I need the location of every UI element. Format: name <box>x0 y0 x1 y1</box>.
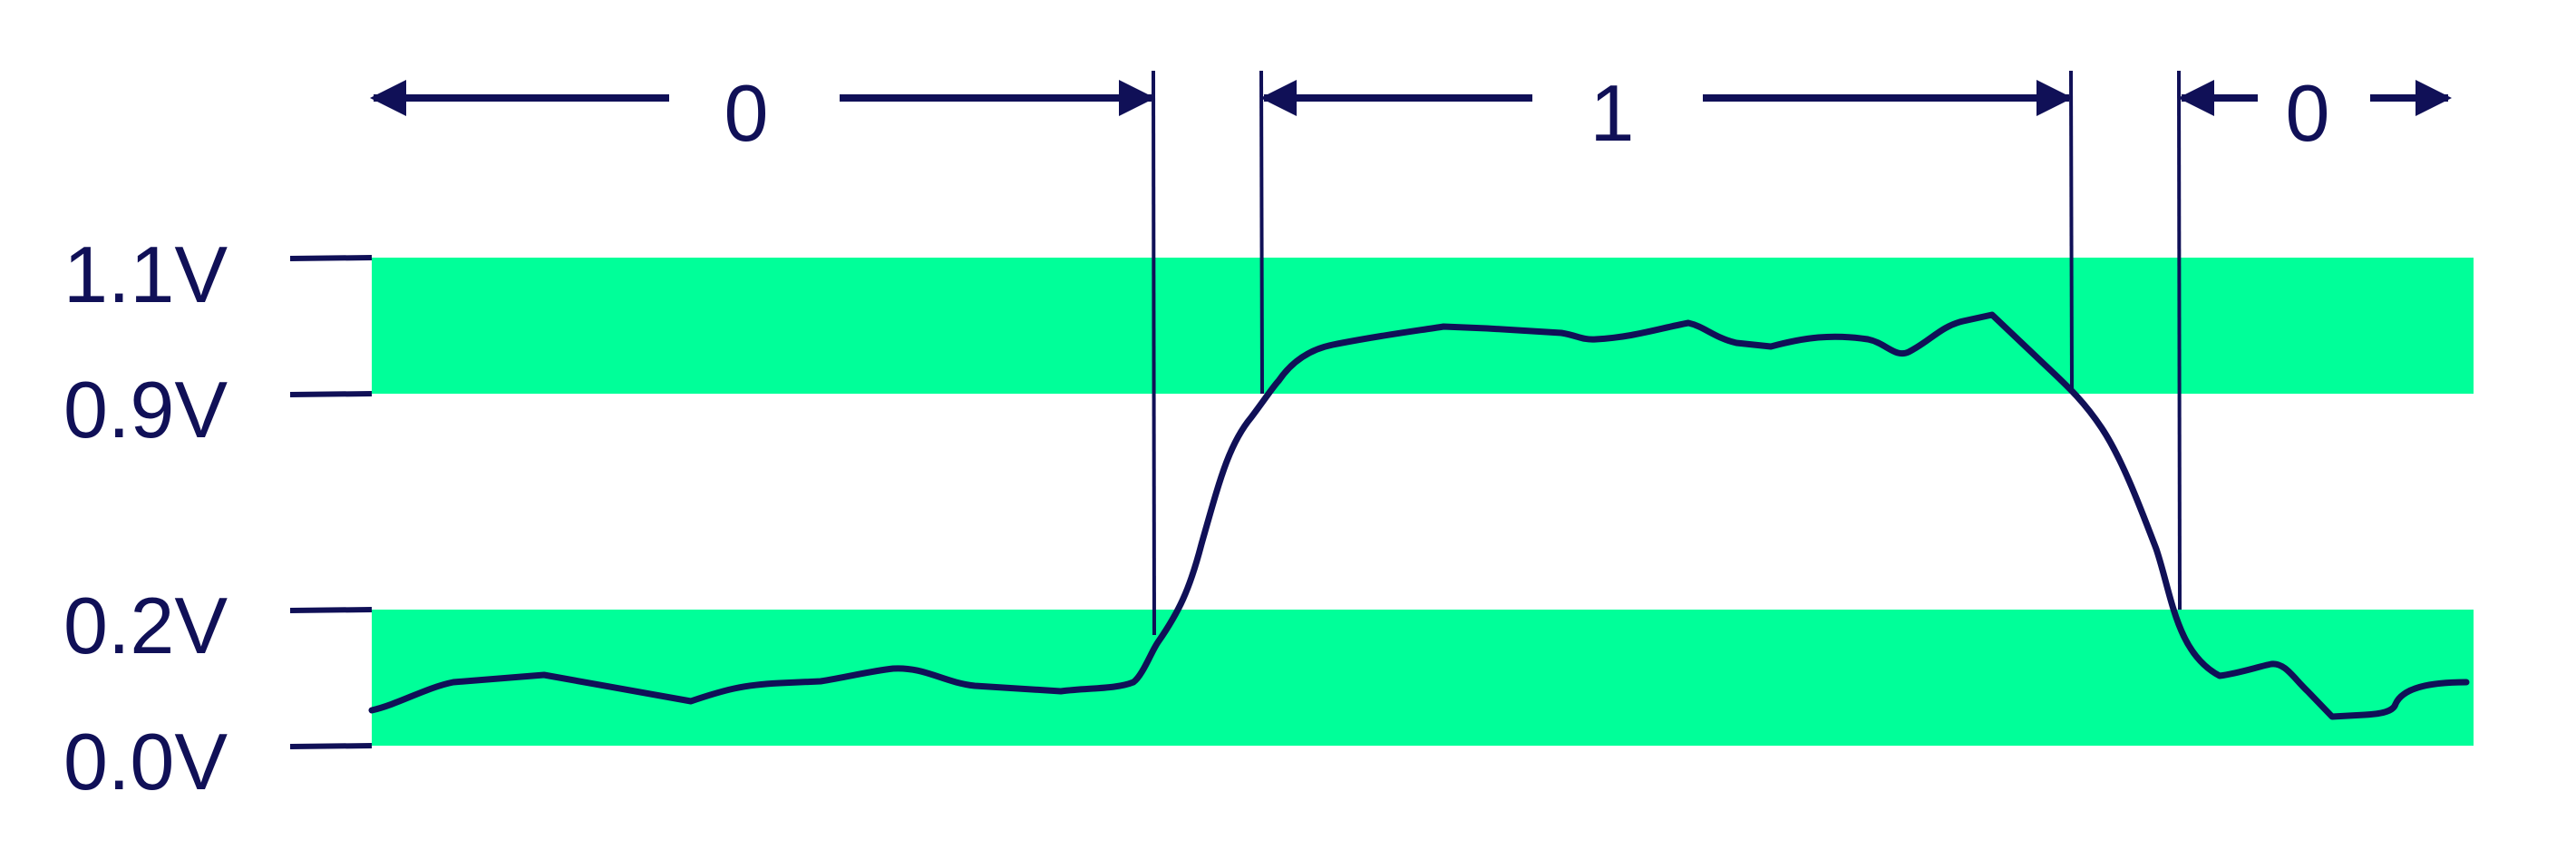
voltage-ticks <box>289 255 373 749</box>
boundary-line-1 <box>1152 70 1156 636</box>
signal-waveform <box>368 311 2470 720</box>
tick-0-9v <box>289 391 373 397</box>
logic-label-one: 1 <box>1590 68 1635 158</box>
logic-label-zero-right: 0 <box>2286 68 2330 158</box>
tick-0-2v <box>289 607 373 613</box>
high-level-band <box>372 258 2474 394</box>
boundary-line-2 <box>1259 70 1264 395</box>
label-1-1v: 1.1V <box>63 230 228 319</box>
tick-0-0v <box>289 743 373 749</box>
label-0-0v: 0.0V <box>63 717 228 806</box>
label-0-2v: 0.2V <box>63 581 228 670</box>
logic-label-zero-left: 0 <box>724 68 769 158</box>
boundary-line-3 <box>2069 70 2074 391</box>
tick-1-1v <box>289 255 373 261</box>
region-boundaries <box>1152 70 2182 636</box>
low-level-band <box>372 610 2474 746</box>
label-0-9v: 0.9V <box>63 365 228 454</box>
boundary-line-4 <box>2177 70 2182 611</box>
